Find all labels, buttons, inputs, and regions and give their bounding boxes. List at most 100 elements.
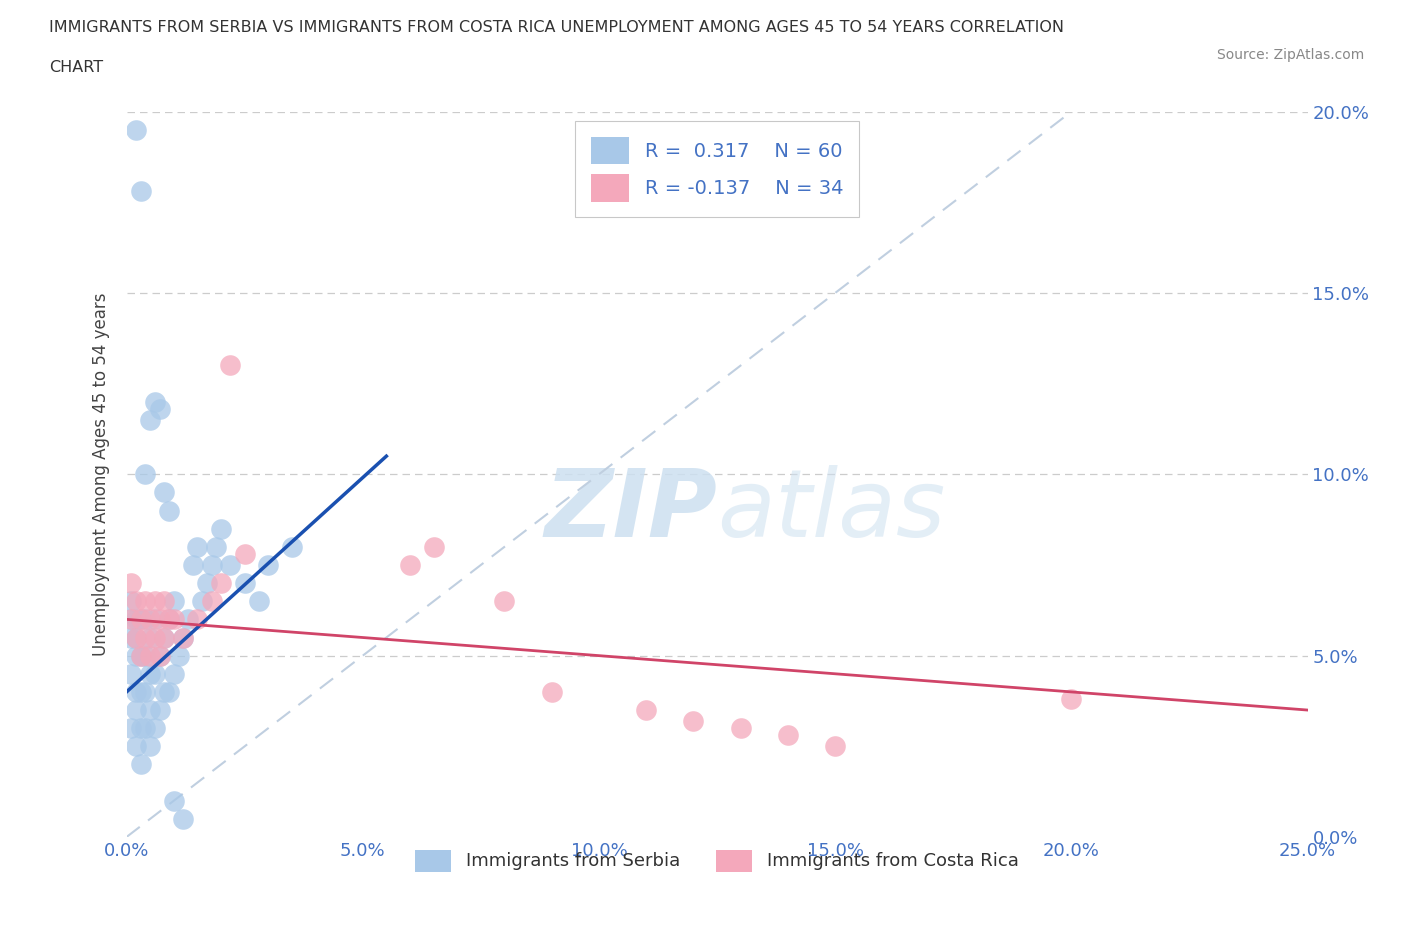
Point	[125, 631, 148, 645]
Point	[636, 703, 658, 718]
Point	[186, 539, 208, 554]
Point	[153, 684, 176, 699]
Point	[120, 612, 142, 627]
Text: ZIP: ZIP	[544, 465, 717, 556]
Point	[257, 558, 280, 573]
Point	[682, 713, 704, 728]
Point	[209, 576, 232, 591]
Point	[129, 184, 152, 199]
Point	[172, 631, 194, 645]
Point	[1060, 692, 1083, 707]
Point	[209, 521, 232, 536]
Point	[125, 648, 148, 663]
Y-axis label: Unemployment Among Ages 45 to 54 years: Unemployment Among Ages 45 to 54 years	[91, 293, 110, 656]
Point	[139, 738, 162, 753]
Point	[153, 631, 176, 645]
Point	[129, 721, 152, 736]
Point	[191, 594, 214, 609]
Point	[172, 631, 194, 645]
Point	[120, 612, 142, 627]
Point	[167, 648, 190, 663]
Point	[125, 594, 148, 609]
Point	[219, 558, 242, 573]
Point	[120, 721, 142, 736]
Text: IMMIGRANTS FROM SERBIA VS IMMIGRANTS FROM COSTA RICA UNEMPLOYMENT AMONG AGES 45 : IMMIGRANTS FROM SERBIA VS IMMIGRANTS FRO…	[49, 20, 1064, 35]
Point	[494, 594, 516, 609]
Point	[281, 539, 304, 554]
Point	[163, 594, 186, 609]
Point	[247, 594, 270, 609]
Point	[134, 721, 156, 736]
Point	[153, 631, 176, 645]
Point	[149, 612, 172, 627]
Point	[134, 648, 156, 663]
Point	[120, 576, 142, 591]
Point	[134, 631, 156, 645]
Point	[129, 684, 152, 699]
Point	[139, 631, 162, 645]
Point	[200, 594, 222, 609]
Point	[143, 594, 166, 609]
Point	[186, 612, 208, 627]
Point	[139, 612, 162, 627]
Point	[149, 402, 172, 417]
Point	[143, 667, 166, 682]
Point	[163, 612, 186, 627]
Point	[776, 728, 799, 743]
Point	[399, 558, 422, 573]
Point	[143, 631, 166, 645]
Point	[233, 576, 256, 591]
Point	[153, 485, 176, 500]
Point	[149, 648, 172, 663]
Point	[139, 703, 162, 718]
Point	[139, 667, 162, 682]
Point	[134, 612, 156, 627]
Legend: Immigrants from Serbia, Immigrants from Costa Rica: Immigrants from Serbia, Immigrants from …	[408, 843, 1026, 879]
Point	[120, 667, 142, 682]
Point	[125, 738, 148, 753]
Point	[157, 612, 180, 627]
Point	[129, 648, 152, 663]
Point	[143, 721, 166, 736]
Point	[129, 757, 152, 772]
Text: atlas: atlas	[717, 465, 945, 556]
Point	[163, 667, 186, 682]
Point	[125, 631, 148, 645]
Point	[129, 612, 152, 627]
Point	[129, 648, 152, 663]
Point	[177, 612, 200, 627]
Point	[134, 467, 156, 482]
Point	[172, 811, 194, 827]
Point	[730, 721, 752, 736]
Point	[824, 738, 846, 753]
Point	[157, 503, 180, 518]
Point	[157, 612, 180, 627]
Point	[120, 631, 142, 645]
Point	[422, 539, 444, 554]
Text: Source: ZipAtlas.com: Source: ZipAtlas.com	[1216, 48, 1364, 62]
Point	[157, 684, 180, 699]
Point	[153, 594, 176, 609]
Point	[125, 684, 148, 699]
Point	[134, 594, 156, 609]
Point	[149, 648, 172, 663]
Point	[163, 793, 186, 808]
Point	[200, 558, 222, 573]
Point	[149, 703, 172, 718]
Point	[233, 547, 256, 562]
Point	[205, 539, 228, 554]
Point	[129, 612, 152, 627]
Point	[219, 358, 242, 373]
Point	[540, 684, 562, 699]
Point	[125, 612, 148, 627]
Point	[181, 558, 204, 573]
Point	[139, 413, 162, 428]
Point	[134, 684, 156, 699]
Point	[125, 703, 148, 718]
Point	[120, 594, 142, 609]
Point	[125, 123, 148, 138]
Point	[143, 612, 166, 627]
Point	[143, 394, 166, 409]
Text: CHART: CHART	[49, 60, 103, 75]
Point	[139, 648, 162, 663]
